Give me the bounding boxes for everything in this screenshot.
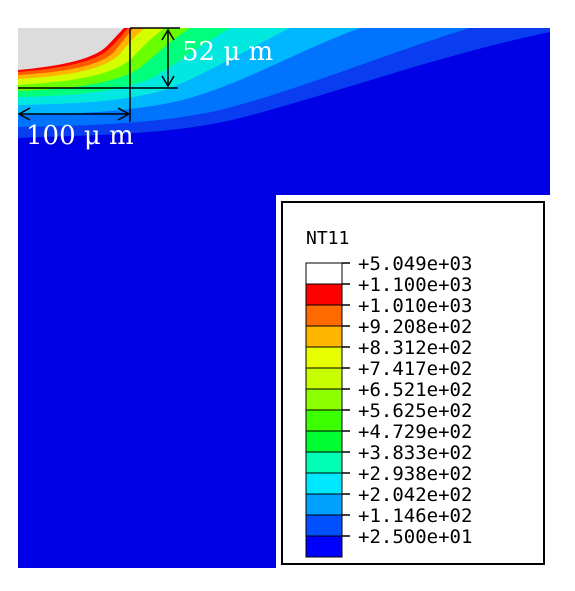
legend-swatch <box>305 325 343 348</box>
legend-swatch <box>305 451 343 474</box>
legend: NT11 +5.049e+03+1.100e+03+1.010e+03+9.20… <box>276 195 552 570</box>
legend-swatch <box>305 493 343 516</box>
legend-swatch <box>305 472 343 495</box>
legend-swatch <box>305 514 343 537</box>
legend-value: +2.042e+02 <box>358 484 472 506</box>
legend-swatch <box>305 262 343 285</box>
width-label: 100 μ m <box>26 121 134 151</box>
legend-value: +1.146e+02 <box>358 505 472 527</box>
dimension-annotations <box>17 27 180 122</box>
legend-swatch <box>305 409 343 432</box>
legend-swatch <box>305 367 343 390</box>
legend-swatch <box>305 430 343 453</box>
melt-pool <box>18 28 124 70</box>
legend-swatch <box>305 304 343 327</box>
legend-value: +6.521e+02 <box>358 379 472 401</box>
depth-label: 52 μ m <box>182 37 273 67</box>
legend-value: +4.729e+02 <box>358 421 472 443</box>
legend-title: NT11 <box>306 228 349 249</box>
legend-swatch <box>305 283 343 306</box>
legend-swatch <box>305 535 343 558</box>
legend-swatch <box>305 388 343 411</box>
legend-value: +7.417e+02 <box>358 358 472 380</box>
legend-value: +2.938e+02 <box>358 463 472 485</box>
legend-value: +5.049e+03 <box>358 253 472 275</box>
legend-value: +3.833e+02 <box>358 442 472 464</box>
legend-swatch <box>305 346 343 369</box>
legend-value: +1.100e+03 <box>358 274 472 296</box>
legend-value: +9.208e+02 <box>358 316 472 338</box>
contour-bands <box>18 28 550 138</box>
legend-value: +5.625e+02 <box>358 400 472 422</box>
legend-value: +8.312e+02 <box>358 337 472 359</box>
legend-value: +1.010e+03 <box>358 295 472 317</box>
legend-value: +2.500e+01 <box>358 526 472 548</box>
